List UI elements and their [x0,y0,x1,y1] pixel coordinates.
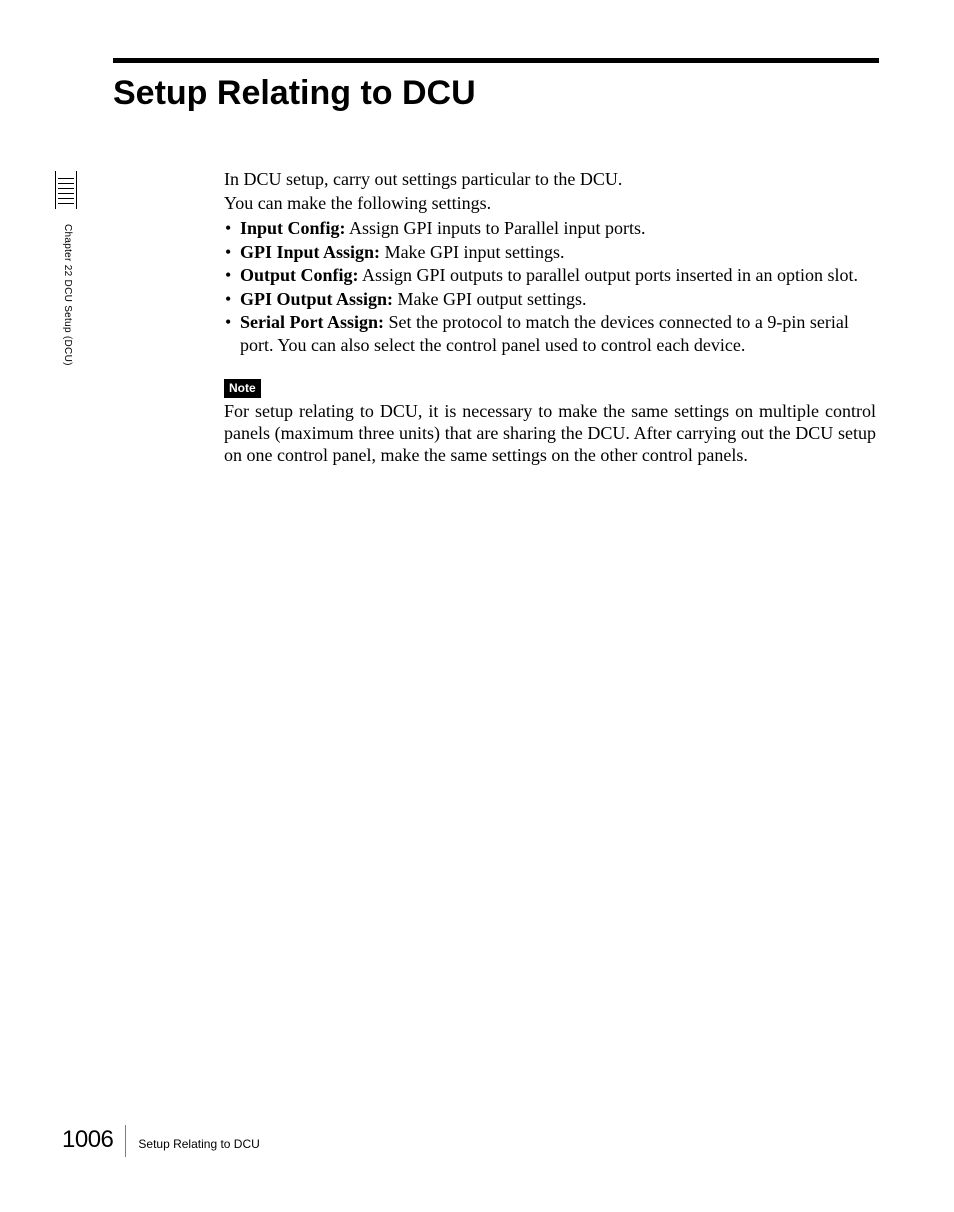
bullet-label: GPI Output Assign: [240,289,393,309]
page-footer: 1006 Setup Relating to DCU [62,1123,260,1157]
bullet-label: GPI Input Assign: [240,242,380,262]
bullet-label: Output Config: [240,265,359,285]
section-margin-icon [55,171,77,209]
chapter-side-label: Chapter 22 DCU Setup (DCU) [62,224,73,366]
intro-line-1: In DCU setup, carry out settings particu… [224,168,876,191]
list-item: Output Config: Assign GPI outputs to par… [224,264,876,287]
page-number: 1006 [62,1126,113,1154]
intro-line-2: You can make the following settings. [224,192,876,215]
bullet-label: Input Config: [240,218,346,238]
footer-section-title: Setup Relating to DCU [138,1137,259,1151]
list-item: GPI Output Assign: Make GPI output setti… [224,288,876,311]
bullet-text: Make GPI input settings. [380,242,565,262]
body-content: In DCU setup, carry out settings particu… [224,168,876,467]
bullet-text: Assign GPI inputs to Parallel input port… [346,218,646,238]
list-item: Input Config: Assign GPI inputs to Paral… [224,217,876,240]
top-horizontal-rule [113,58,879,63]
list-item: GPI Input Assign: Make GPI input setting… [224,241,876,264]
list-item: Serial Port Assign: Set the protocol to … [224,311,876,356]
note-text: For setup relating to DCU, it is necessa… [224,401,876,467]
bullet-text: Assign GPI outputs to parallel output po… [359,265,858,285]
footer-divider [125,1125,126,1157]
note-badge: Note [224,379,261,398]
page-title: Setup Relating to DCU [113,74,476,113]
settings-bullet-list: Input Config: Assign GPI inputs to Paral… [224,217,876,356]
bullet-label: Serial Port Assign: [240,312,384,332]
bullet-text: Make GPI output settings. [393,289,587,309]
